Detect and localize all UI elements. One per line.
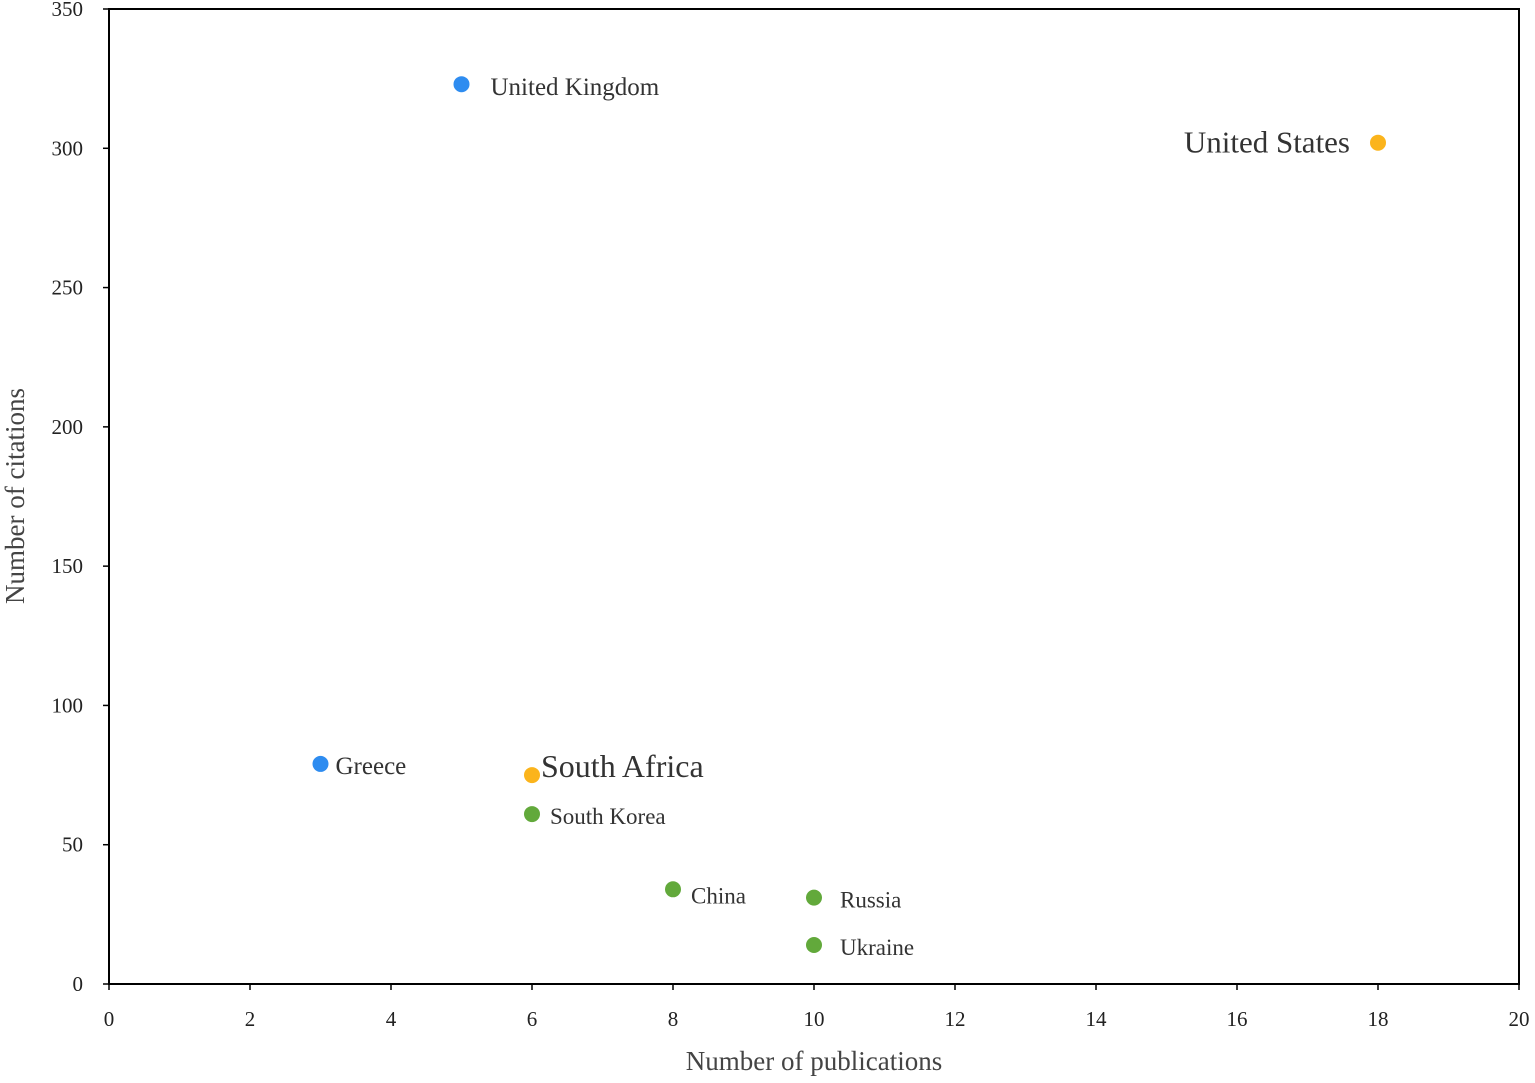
data-label-greece: Greece <box>336 753 407 780</box>
y-tick-label: 0 <box>73 972 84 996</box>
y-tick-label: 150 <box>52 554 84 578</box>
data-label-russia: Russia <box>840 888 901 913</box>
x-axis-ticks: 0 2 4 6 8 10 12 14 16 18 20 <box>104 984 1530 1031</box>
x-tick-label: 12 <box>945 1007 966 1031</box>
x-tick-label: 2 <box>245 1007 256 1031</box>
data-point-russia <box>806 889 822 906</box>
x-tick-label: 0 <box>104 1007 115 1031</box>
data-point-south-africa <box>524 767 540 784</box>
data-points <box>312 76 1386 953</box>
x-axis-title: Number of publications <box>686 1046 942 1076</box>
y-tick-label: 300 <box>52 136 84 160</box>
y-axis-title: Number of citations <box>0 388 30 604</box>
data-label-united-kingdom: United Kingdom <box>491 74 660 101</box>
x-tick-label: 20 <box>1509 1007 1530 1031</box>
y-axis-ticks: 0 50 100 150 200 250 300 350 <box>52 0 109 996</box>
y-tick-label: 250 <box>52 276 84 300</box>
data-point-ukraine <box>806 937 822 953</box>
x-tick-label: 10 <box>804 1007 825 1031</box>
data-point-greece <box>312 755 329 772</box>
data-label-south-korea: South Korea <box>550 804 666 829</box>
data-labels: United Kingdom United States Greece South A… <box>336 74 1351 960</box>
y-tick-label: 50 <box>62 833 83 857</box>
x-tick-label: 16 <box>1227 1007 1248 1031</box>
x-tick-label: 4 <box>386 1007 397 1031</box>
data-label-china: China <box>691 883 746 908</box>
data-label-south-africa: South Africa <box>541 748 704 784</box>
y-tick-label: 200 <box>52 415 84 439</box>
data-point-south-korea <box>524 806 540 823</box>
data-point-united-states <box>1370 134 1386 151</box>
x-tick-label: 6 <box>527 1007 538 1031</box>
data-point-united-kingdom <box>453 76 470 93</box>
x-tick-label: 14 <box>1086 1007 1108 1031</box>
x-tick-label: 8 <box>668 1007 679 1031</box>
x-tick-label: 18 <box>1368 1007 1389 1031</box>
y-tick-label: 350 <box>52 0 84 21</box>
y-tick-label: 100 <box>52 693 84 717</box>
data-label-united-states: United States <box>1184 125 1350 160</box>
data-label-ukraine: Ukraine <box>840 935 914 960</box>
data-point-china <box>665 881 681 898</box>
